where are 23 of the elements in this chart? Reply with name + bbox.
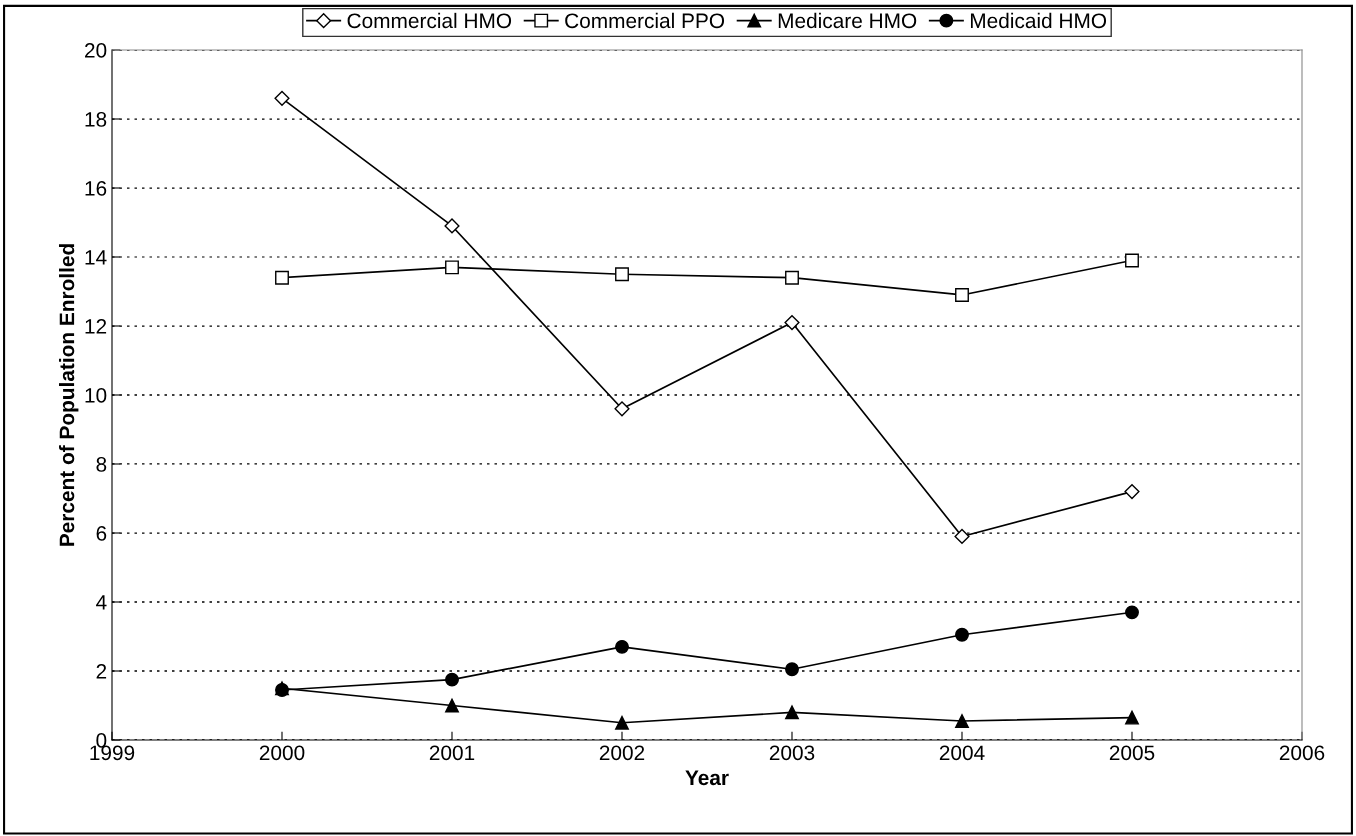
legend-label: Commercial PPO [565, 12, 725, 29]
x-tick-label: 2005 [1109, 745, 1155, 761]
x-tick-label: 2004 [939, 745, 985, 761]
legend-label: Medicaid HMO [970, 12, 1107, 29]
y-tick-label: 2 [96, 664, 107, 679]
y-tick-label: 18 [85, 112, 107, 127]
y-tick-label: 8 [96, 457, 107, 472]
legend-label: Medicare HMO [778, 12, 917, 29]
x-tick-label: 2000 [259, 745, 305, 761]
y-tick-label: 10 [85, 388, 107, 403]
y-tick-label: 14 [85, 250, 107, 265]
x-tick-label: 2001 [429, 745, 475, 761]
y-tick-label: 6 [96, 526, 107, 541]
y-tick-label: 12 [85, 319, 107, 334]
legend-label: Commercial HMO [347, 12, 512, 29]
x-tick-label: 2002 [599, 745, 645, 761]
y-axis-title: Percent of Population Enrolled [58, 244, 79, 546]
y-tick-label: 4 [96, 595, 107, 610]
x-tick-label: 2003 [769, 745, 815, 761]
x-axis-title: Year [685, 770, 729, 786]
y-tick-label: 20 [85, 43, 107, 58]
x-tick-label: 2006 [1279, 745, 1325, 761]
y-tick-label: 16 [85, 181, 107, 196]
